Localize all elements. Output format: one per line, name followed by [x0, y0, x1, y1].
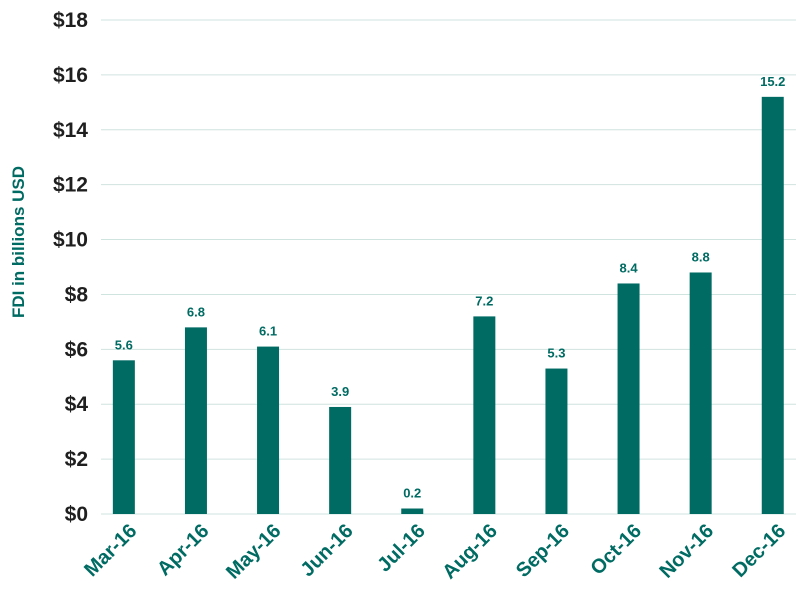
bar-may-16: [257, 346, 280, 514]
bar-dec-16: [761, 96, 784, 514]
x-axis-tick-labels: Mar-16 Apr-16 May-16 Jun-16 Jul-16 Aug-16 Sep-…: [80, 520, 790, 584]
y-tick-label: $16: [53, 64, 88, 87]
bar-sep-16: [545, 368, 568, 514]
y-tick-label: $6: [65, 338, 88, 361]
y-tick-label: $18: [53, 9, 88, 32]
y-axis-tick-labels: $0 $2 $4 $6 $8 $10 $12 $14 $16 $18: [53, 9, 88, 526]
y-tick-label: $14: [53, 119, 88, 142]
y-tick-label: $12: [53, 174, 88, 197]
y-tick-label: $10: [53, 229, 88, 252]
data-label: 6.1: [259, 324, 277, 339]
x-tick-label: Nov-16: [655, 520, 718, 583]
x-tick-label: Jul-16: [373, 520, 429, 576]
x-tick-label: Oct-16: [587, 520, 647, 580]
data-label: 8.4: [620, 260, 639, 275]
data-label: 5.3: [547, 346, 565, 361]
x-tick-label: Apr-16: [153, 520, 213, 580]
bar-jun-16: [329, 406, 352, 514]
y-tick-label: $0: [65, 503, 88, 526]
bar-apr-16: [184, 327, 207, 514]
y-tick-label: $4: [65, 393, 89, 416]
bar-jul-16: [401, 508, 424, 514]
gridlines: [101, 19, 796, 515]
x-tick-label: May-16: [222, 520, 286, 584]
data-label: 6.8: [187, 304, 205, 319]
y-axis-title: FDI in billions USD: [9, 166, 28, 318]
data-label: 3.9: [331, 384, 349, 399]
x-tick-label: Jun-16: [297, 520, 358, 581]
data-label: 0.2: [403, 486, 421, 501]
bar-oct-16: [617, 283, 640, 514]
data-label: 8.8: [692, 249, 710, 264]
data-label: 15.2: [760, 74, 785, 89]
bar-mar-16: [112, 360, 135, 514]
x-tick-label: Dec-16: [728, 520, 790, 582]
bars: [112, 96, 784, 514]
data-label: 5.6: [115, 337, 133, 352]
y-tick-label: $8: [65, 283, 89, 306]
data-labels: 5.6 6.8 6.1 3.9 0.2 7.2 5.3 8.4 8.8 15.2: [115, 74, 786, 501]
x-tick-label: Mar-16: [80, 520, 141, 581]
bar-nov-16: [689, 272, 712, 514]
bar-aug-16: [473, 316, 496, 514]
x-tick-label: Sep-16: [512, 520, 574, 582]
data-label: 7.2: [475, 293, 493, 308]
x-tick-label: Aug-16: [438, 520, 501, 583]
y-tick-label: $2: [65, 448, 88, 471]
